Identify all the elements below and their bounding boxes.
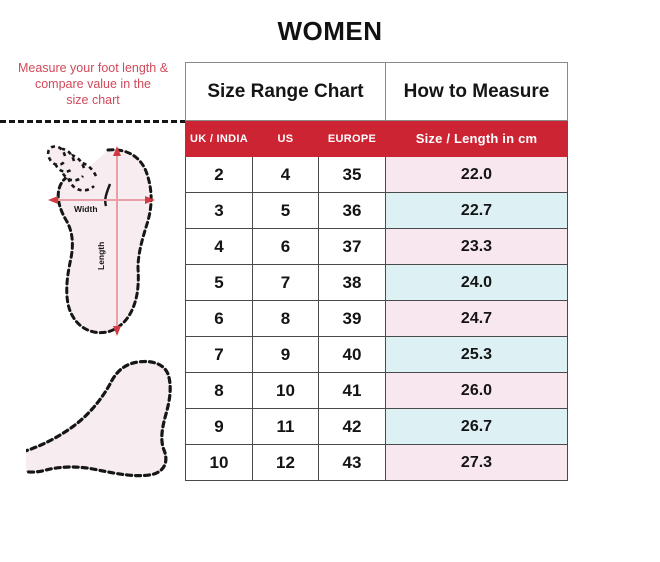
length-label: Length [96,242,106,270]
table-row: 7 9 40 25.3 [185,336,568,373]
table-row: 5 7 38 24.0 [185,264,568,301]
note-line-1: Measure your foot length & [17,61,169,75]
cell-uk: 6 [185,300,253,337]
group-header-size-range-chart: Size Range Chart [185,62,386,121]
foot-sole-outline-icon: Width Length [34,142,184,342]
cell-cm: 23.3 [385,228,568,265]
table-row: 10 12 43 27.3 [185,444,568,481]
cell-cm: 24.0 [385,264,568,301]
cell-uk: 8 [185,372,253,409]
cell-us: 6 [252,228,319,265]
cell-uk: 4 [185,228,253,265]
cell-europe: 37 [318,228,386,265]
column-header-size-length-cm: Size / Length in cm [385,120,568,157]
size-chart-table: Size Range Chart How to Measure UK / IND… [185,62,568,481]
table-row: 3 5 36 22.7 [185,192,568,229]
cell-us: 8 [252,300,319,337]
cell-us: 12 [252,444,319,481]
cell-cm: 27.3 [385,444,568,481]
foot-side-profile-icon [10,348,192,508]
width-label: Width [74,204,98,214]
table-row: 8 10 41 26.0 [185,372,568,409]
table-group-header-row: Size Range Chart How to Measure [185,62,568,121]
note-line-2: compare value in the [34,77,152,91]
cell-us: 7 [252,264,319,301]
cell-us: 9 [252,336,319,373]
cell-cm: 22.0 [385,156,568,193]
cell-europe: 41 [318,372,386,409]
group-header-how-to-measure: How to Measure [385,62,568,121]
cell-uk: 5 [185,264,253,301]
cell-cm: 24.7 [385,300,568,337]
cell-us: 4 [252,156,319,193]
table-column-header-row: UK / INDIA US EUROPE Size / Length in cm [185,120,568,157]
cell-europe: 36 [318,192,386,229]
table-row: 9 11 42 26.7 [185,408,568,445]
cell-uk: 3 [185,192,253,229]
cell-cm: 26.0 [385,372,568,409]
dashed-divider [0,120,186,123]
table-row: 4 6 37 23.3 [185,228,568,265]
measure-instruction-note: Measure your foot length & compare value… [4,60,182,108]
cell-cm: 25.3 [385,336,568,373]
cell-cm: 22.7 [385,192,568,229]
cell-us: 5 [252,192,319,229]
cell-europe: 35 [318,156,386,193]
cell-uk: 9 [185,408,253,445]
column-header-europe: EUROPE [318,120,386,157]
table-body: 2 4 35 22.0 3 5 36 22.7 4 6 37 23.3 5 7 … [185,156,568,481]
cell-europe: 39 [318,300,386,337]
table-row: 6 8 39 24.7 [185,300,568,337]
column-header-uk-india: UK / INDIA [185,120,253,157]
page-title: WOMEN [277,16,383,46]
table-row: 2 4 35 22.0 [185,156,568,193]
cell-europe: 42 [318,408,386,445]
cell-cm: 26.7 [385,408,568,445]
cell-uk: 2 [185,156,253,193]
note-line-3: size chart [66,93,120,107]
cell-europe: 38 [318,264,386,301]
cell-europe: 40 [318,336,386,373]
cell-europe: 43 [318,444,386,481]
cell-us: 11 [252,408,319,445]
cell-us: 10 [252,372,319,409]
cell-uk: 7 [185,336,253,373]
cell-uk: 10 [185,444,253,481]
column-header-us: US [252,120,319,157]
